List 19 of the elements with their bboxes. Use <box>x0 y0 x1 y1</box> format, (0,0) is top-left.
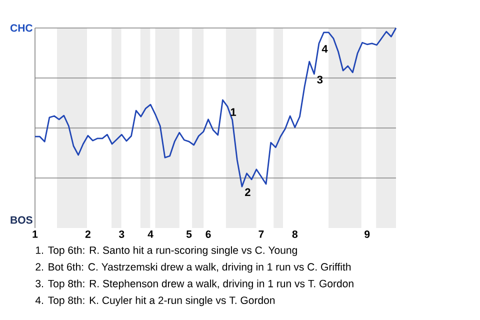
x-tick-label: 9 <box>364 230 370 238</box>
x-tick-label: 4 <box>148 230 154 238</box>
x-tick-label: 6 <box>206 230 211 238</box>
x-tick-label: 3 <box>118 230 124 238</box>
text: 1. Top 6th: R. Santo hit a run-scoring single vs C. Young <box>36 246 297 256</box>
x-tick-label: 5 <box>186 230 192 238</box>
annotation: 3 <box>317 76 323 84</box>
text: CHC <box>10 24 33 32</box>
annotation: 2 <box>245 188 250 196</box>
annotation: 4 <box>322 45 328 53</box>
text: BOS <box>10 216 32 224</box>
x-tick-label: 7 <box>258 230 264 238</box>
annotation: 1 <box>230 108 236 116</box>
x-tick-label: 1 <box>32 230 38 238</box>
x-tick-label: 2 <box>85 230 90 238</box>
text: 4. Top 8th: K. Cuyler hit a 2-run single vs T. Gordon <box>35 296 275 306</box>
text: 2. Bot 6th: C. Yastrzemski drew a walk, driving in 1 run vs C. Griffith <box>36 262 351 273</box>
text: 3. Top 8th: R. Stephenson drew a walk, driving in 1 run vs T. Gordon <box>36 280 354 290</box>
x-tick-label: 8 <box>292 230 298 238</box>
